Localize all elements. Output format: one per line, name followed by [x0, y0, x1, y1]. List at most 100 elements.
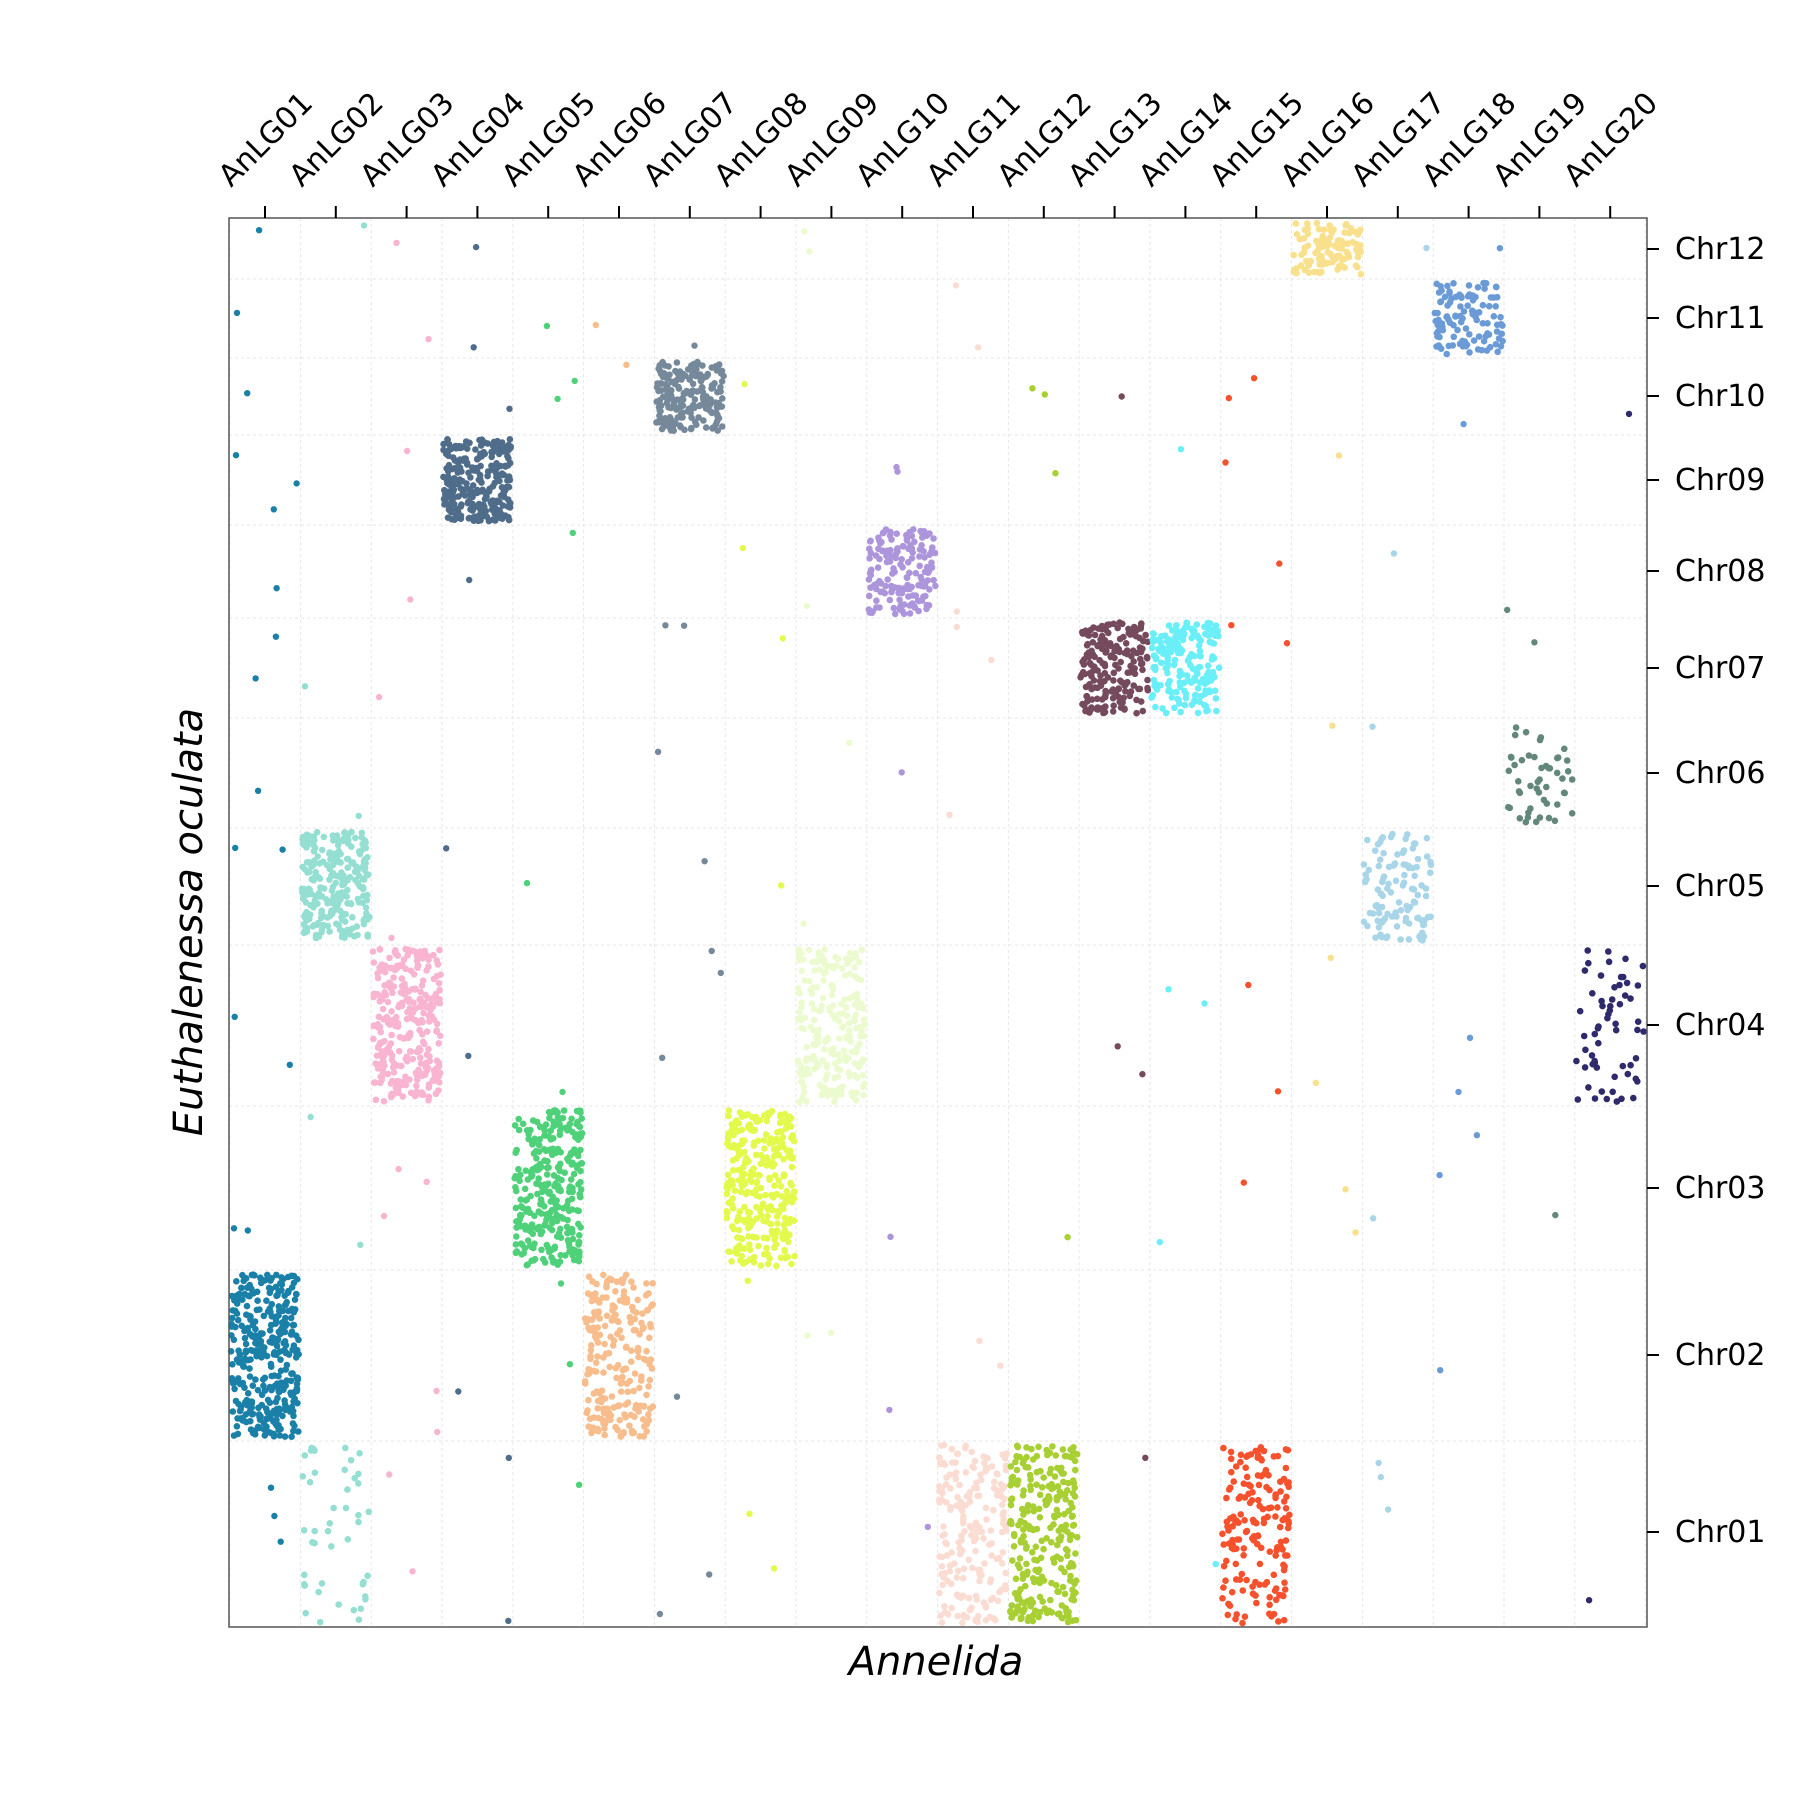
data-point-anlg03	[376, 945, 384, 953]
data-point-anlg10	[909, 600, 916, 607]
data-point-anlg12	[1029, 1575, 1037, 1582]
data-point-anlg07	[659, 373, 667, 381]
data-point-anlg13	[1111, 654, 1118, 662]
data-point-anlg01	[235, 1356, 242, 1363]
data-point-anlg04	[449, 488, 457, 496]
data-point-anlg16	[1293, 231, 1301, 238]
data-point-anlg09	[800, 1089, 808, 1096]
data-point-anlg11	[990, 1506, 997, 1514]
data-point-anlg14	[1196, 652, 1204, 660]
data-point-anlg09	[828, 981, 835, 989]
data-point-anlg04	[485, 468, 492, 475]
data-point-anlg06	[633, 1309, 640, 1316]
data-point-anlg11	[1000, 1509, 1007, 1516]
data-point-anlg01	[246, 1408, 253, 1416]
data-point-anlg09	[859, 1071, 867, 1079]
data-point-anlg12	[1022, 1463, 1029, 1471]
data-point-anlg02	[320, 885, 328, 892]
data-point-anlg07	[673, 1393, 681, 1400]
data-point-anlg11	[952, 282, 960, 289]
data-point-anlg12	[1072, 1550, 1079, 1557]
data-point-anlg03	[388, 964, 395, 972]
data-point-anlg02	[301, 1571, 308, 1579]
data-point-anlg01	[233, 1423, 241, 1430]
data-point-anlg12	[1071, 1484, 1078, 1492]
data-point-anlg04	[480, 448, 488, 456]
data-point-anlg04	[444, 493, 452, 501]
data-point-anlg17	[1392, 877, 1400, 885]
data-point-anlg03	[407, 1048, 415, 1055]
data-point-anlg02	[342, 1444, 349, 1452]
data-point-anlg05	[557, 1280, 565, 1287]
data-point-anlg03	[426, 1057, 434, 1065]
data-point-anlg05	[566, 1243, 573, 1251]
data-point-anlg06	[588, 1342, 595, 1349]
data-point-anlg11	[996, 1488, 1004, 1495]
data-point-anlg07	[670, 427, 677, 435]
data-point-anlg09	[823, 1064, 831, 1071]
data-point-anlg05	[543, 1171, 551, 1178]
data-point-anlg03	[419, 1038, 427, 1046]
data-point-anlg19	[1506, 804, 1514, 812]
data-point-anlg02	[339, 835, 347, 843]
data-point-anlg05	[554, 395, 561, 403]
data-point-anlg07	[664, 375, 672, 382]
data-point-anlg09	[801, 228, 808, 235]
data-point-anlg01	[232, 844, 239, 852]
data-point-anlg18	[1432, 317, 1439, 325]
data-point-anlg13	[1138, 660, 1146, 667]
data-point-anlg15	[1280, 1475, 1288, 1483]
data-point-anlg02	[346, 930, 354, 938]
data-point-anlg15	[1285, 1517, 1292, 1525]
data-point-anlg02	[302, 835, 310, 843]
data-point-anlg18	[1443, 350, 1450, 358]
data-point-anlg17	[1408, 885, 1416, 893]
data-point-anlg08	[788, 1198, 796, 1206]
data-point-anlg15	[1260, 1515, 1268, 1523]
data-point-anlg20	[1599, 1002, 1606, 1010]
data-point-anlg17	[1379, 878, 1386, 886]
data-point-anlg06	[600, 1369, 607, 1376]
data-point-anlg03	[434, 999, 441, 1006]
data-point-anlg12	[1062, 1521, 1070, 1529]
plot-area-frame	[228, 217, 1648, 1628]
data-point-anlg05	[515, 1126, 523, 1134]
data-point-anlg11	[936, 1487, 943, 1495]
data-point-anlg16	[1315, 241, 1322, 249]
data-point-anlg08	[787, 1114, 795, 1122]
data-point-anlg09	[834, 1091, 841, 1098]
data-point-anlg14	[1165, 986, 1172, 993]
data-point-anlg15	[1257, 1444, 1265, 1451]
data-point-anlg09	[807, 1023, 815, 1031]
data-point-anlg08	[787, 1179, 794, 1187]
data-point-anlg12	[1009, 1557, 1016, 1564]
data-point-anlg18	[1473, 316, 1480, 324]
data-point-anlg11	[948, 1549, 955, 1556]
data-point-anlg10	[908, 545, 916, 552]
data-point-anlg08	[777, 1113, 784, 1120]
data-point-anlg03	[417, 1054, 424, 1061]
data-point-anlg19	[1505, 767, 1513, 775]
data-point-anlg10	[898, 556, 905, 563]
data-point-anlg05	[575, 1239, 582, 1246]
data-point-anlg06	[614, 1361, 622, 1369]
data-point-anlg05	[530, 1139, 538, 1146]
data-point-anlg12	[1068, 1560, 1075, 1568]
data-point-anlg09	[834, 1065, 841, 1072]
data-point-anlg04	[506, 436, 514, 443]
data-point-anlg10	[906, 528, 913, 536]
data-point-anlg17	[1418, 917, 1425, 924]
data-point-anlg02	[334, 899, 342, 907]
data-point-anlg13	[1114, 1043, 1121, 1050]
data-point-anlg09	[796, 990, 803, 997]
data-point-anlg09	[822, 961, 830, 968]
data-point-anlg07	[659, 358, 666, 366]
data-point-anlg12	[1012, 1575, 1020, 1583]
data-point-anlg08	[750, 1259, 758, 1266]
data-point-anlg09	[807, 986, 814, 994]
data-point-anlg11	[991, 1616, 999, 1624]
data-point-anlg04	[483, 492, 490, 499]
data-point-anlg05	[542, 1121, 550, 1128]
data-point-anlg02	[350, 1606, 358, 1614]
data-point-anlg15	[1232, 1560, 1240, 1568]
